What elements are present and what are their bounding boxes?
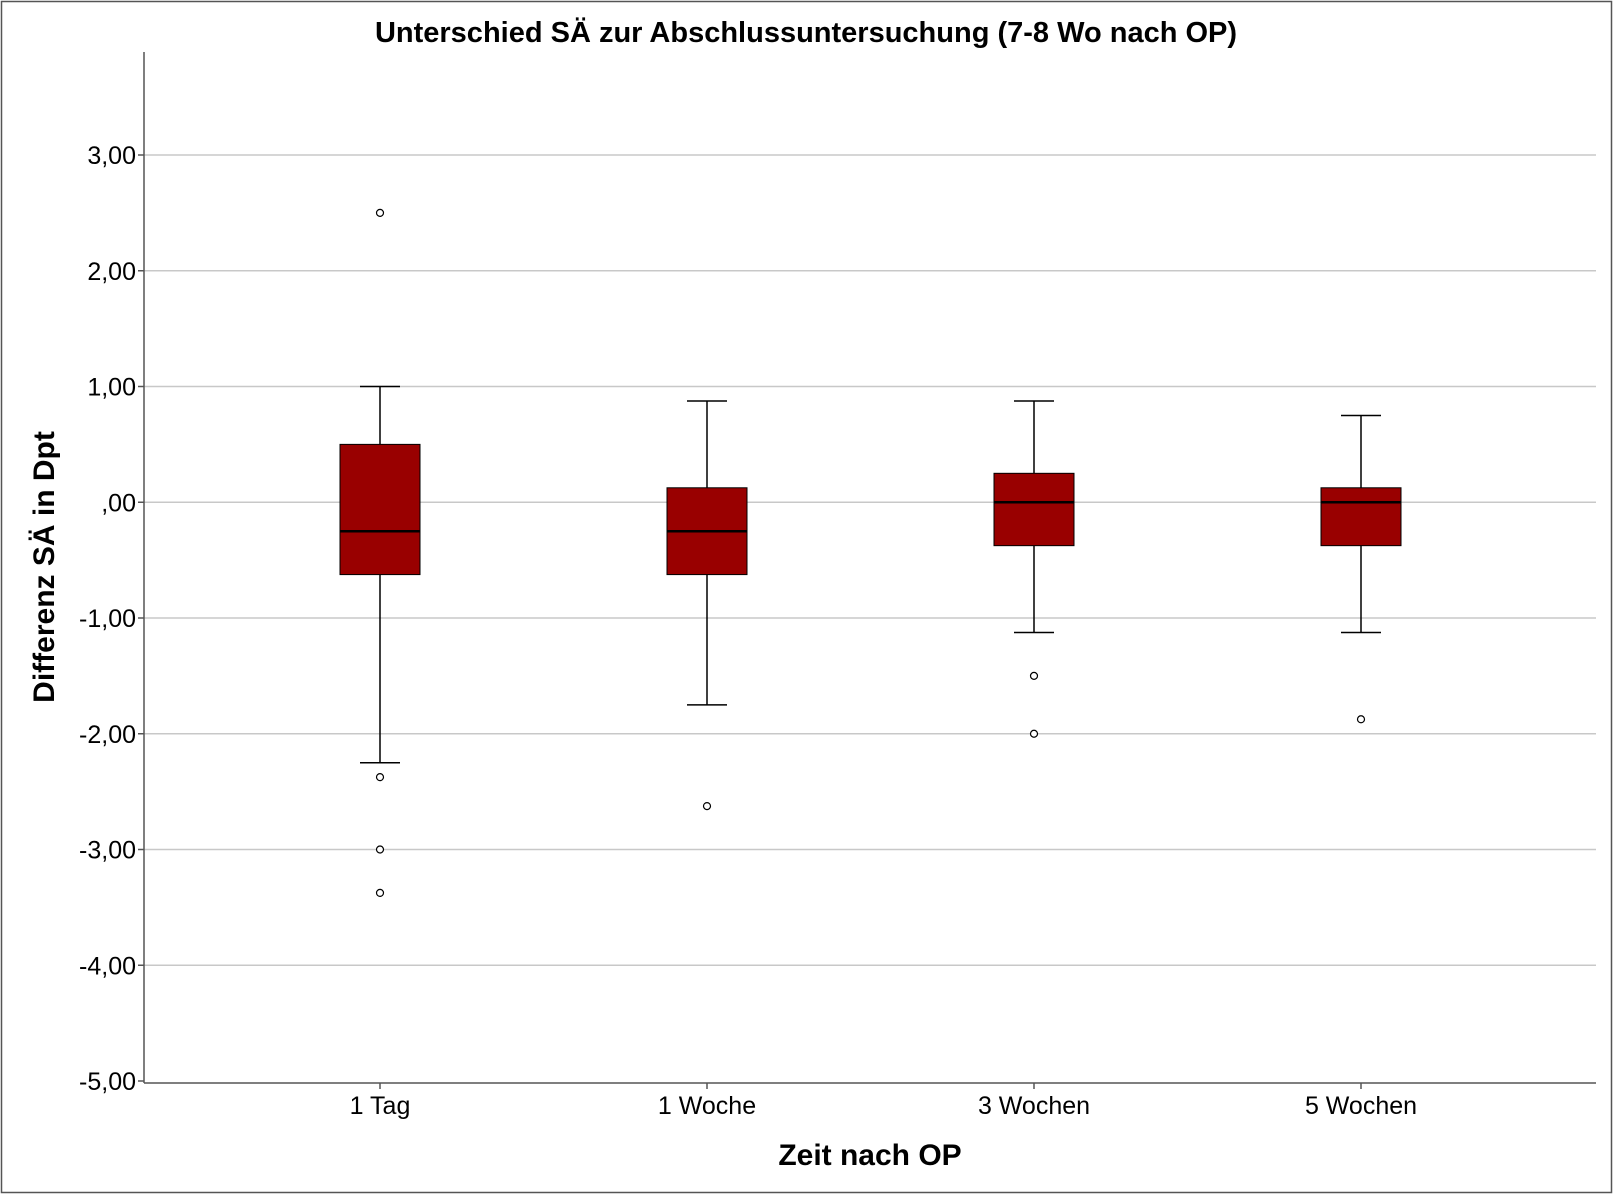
y-axis-title: Differenz SÄ in Dpt [28,431,61,703]
y-tick-label: 2,00 [87,258,136,286]
outlier-point [1029,671,1039,680]
x-tick-label: 5 Wochen [1305,1092,1417,1120]
x-axis-title: Zeit nach OP [778,1139,961,1172]
chart-title: Unterschied SÄ zur Abschlussuntersuchung… [375,16,1237,49]
outlier-point [375,208,385,217]
y-tick-label: -3,00 [79,837,136,865]
box-group [339,208,421,898]
box-group [1320,414,1402,724]
outlier-point [1356,715,1366,724]
outlier-point [375,773,385,782]
outlier-point [375,888,385,898]
box-iqr [993,472,1075,547]
y-tick-label: 1,00 [87,374,136,402]
y-tick-label: -5,00 [79,1068,136,1096]
box-iqr [1320,487,1402,547]
y-tick-label: -1,00 [79,605,136,633]
y-tick-label: -4,00 [79,952,136,980]
y-tick-label: ,00 [101,489,136,517]
box-group [993,400,1075,738]
boxes [339,208,1402,898]
axes: 3,00 2,00 1,00 ,00 -1,00 -2,00 -3,00 -4,00 -5,00… [79,52,1596,1120]
y-tick-label: 3,00 [87,142,136,170]
x-tick-label: 1 Tag [350,1092,411,1120]
outlier-point [1029,729,1039,738]
outlier-point [702,801,712,811]
box-group [666,400,748,811]
x-tick-label: 3 Wochen [978,1092,1090,1120]
outlier-point [375,845,385,854]
y-tick-label: -2,00 [79,721,136,749]
box-iqr [339,443,421,576]
x-tick-label: 1 Woche [658,1092,756,1120]
